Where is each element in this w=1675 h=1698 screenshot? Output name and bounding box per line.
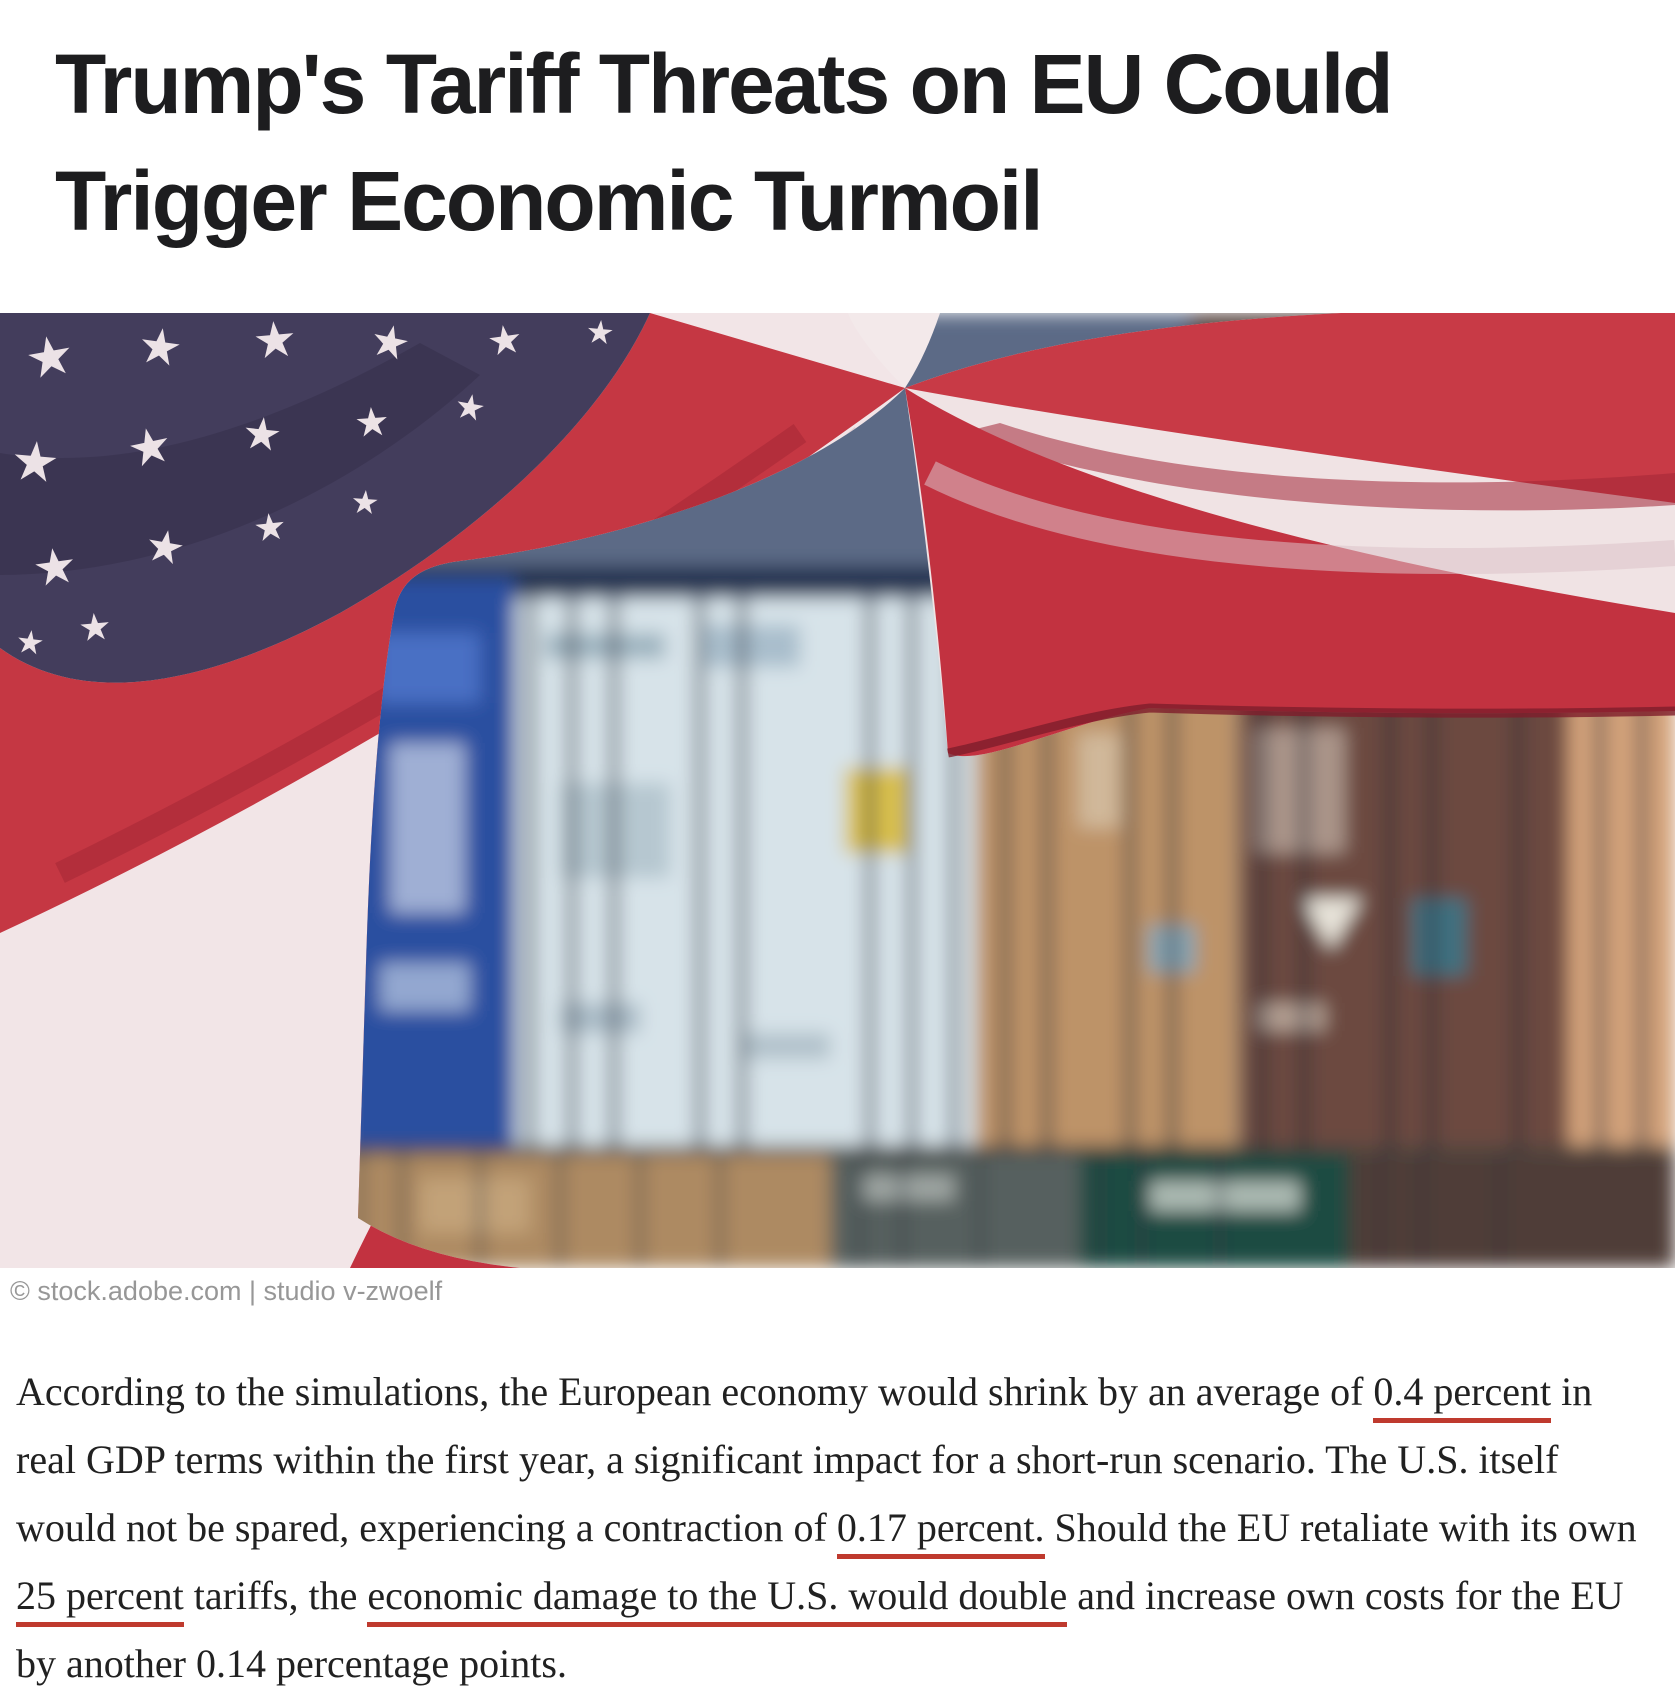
- flag-canton: [0, 313, 650, 683]
- page-title: Trump's Tariff Threats on EU Could Trigg…: [55, 26, 1635, 260]
- paragraph-text: Should the EU retaliate with its own: [1044, 1505, 1637, 1550]
- link-25-percent[interactable]: 25 percent: [16, 1573, 184, 1627]
- link-economic-damage[interactable]: economic damage to the U.S. would double: [367, 1573, 1068, 1627]
- article-paragraph: According to the simulations, the Europe…: [16, 1358, 1657, 1698]
- paragraph-text: tariffs, the: [183, 1573, 368, 1618]
- paragraph-text: in real GDP terms within the first year,…: [16, 1369, 1593, 1550]
- article-header: Trump's Tariff Threats on EU Could Trigg…: [0, 0, 1675, 313]
- link-04-percent[interactable]: 0.4 percent: [1373, 1369, 1552, 1423]
- flag-pinch-fold: [848, 313, 940, 388]
- hero-image: [0, 313, 1675, 1268]
- headline-line-1: Trump's Tariff Threats on EU Could: [55, 37, 1394, 131]
- image-credit: © stock.adobe.com | studio v-zwoelf: [10, 1276, 443, 1306]
- paragraph-text: According to the simulations, the Europe…: [16, 1369, 1374, 1414]
- link-017-percent[interactable]: 0.17 percent.: [836, 1505, 1045, 1559]
- flag-right-sweep: [905, 313, 1675, 758]
- headline-line-2: Trigger Economic Turmoil: [55, 154, 1044, 248]
